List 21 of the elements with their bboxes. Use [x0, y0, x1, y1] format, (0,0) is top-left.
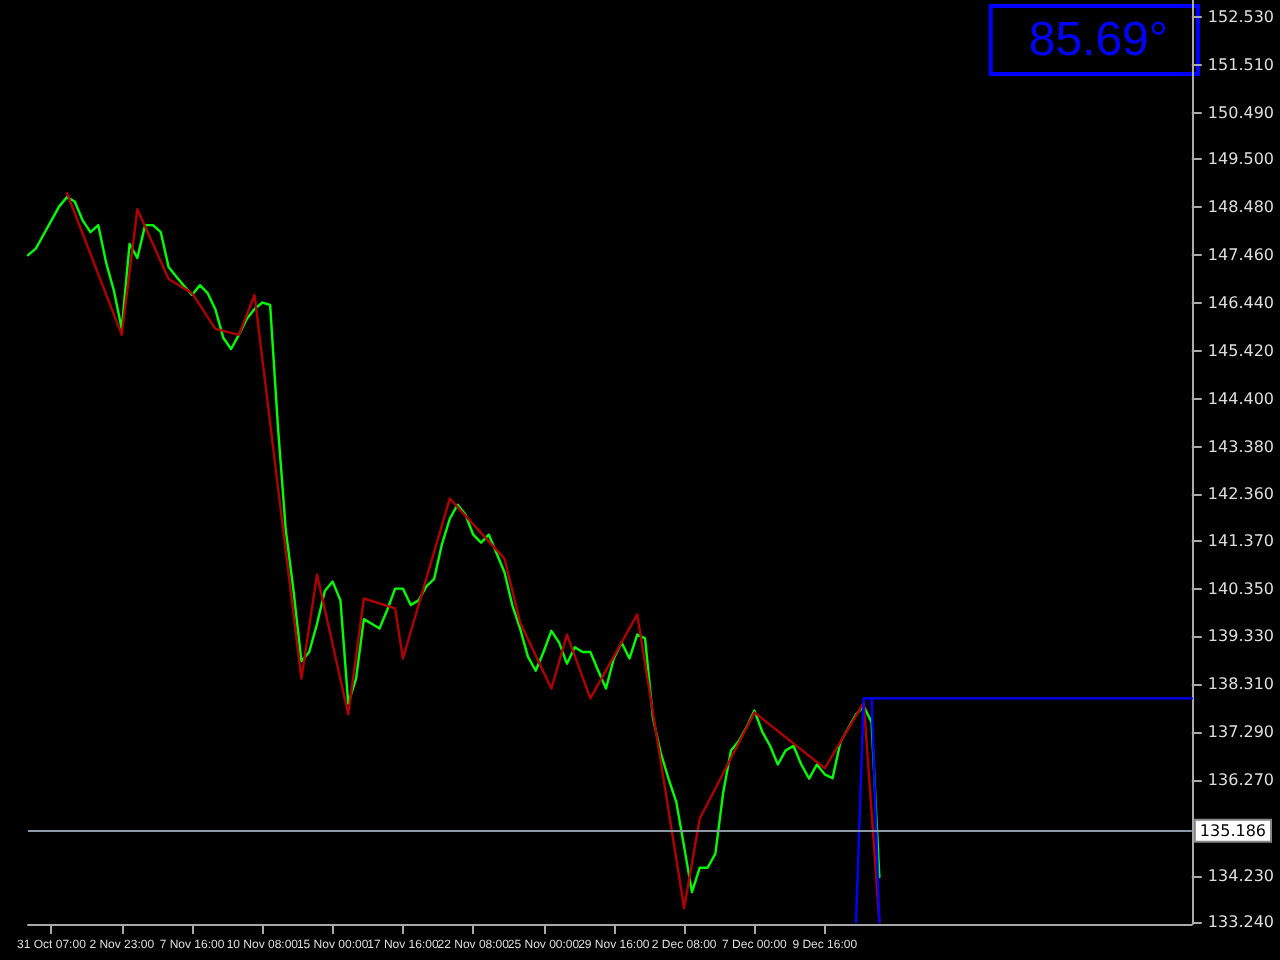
y-tick-label: 150.490 [1207, 104, 1275, 123]
y-tick-label: 133.240 [1207, 913, 1275, 932]
y-tick-label: 136.270 [1207, 771, 1275, 790]
y-tick-label: 137.290 [1207, 723, 1275, 742]
y-tick-label: 152.530 [1207, 8, 1275, 27]
y-tick-label: 145.420 [1207, 341, 1275, 360]
y-tick-label: 143.380 [1207, 437, 1275, 456]
y-tick-label: 139.330 [1207, 627, 1275, 646]
y-tick-label: 141.370 [1207, 531, 1275, 550]
y-tick-label: 134.230 [1207, 866, 1275, 885]
y-tick-label: 138.310 [1207, 675, 1275, 694]
ref-line-label: 135.186 [1199, 821, 1267, 840]
y-tick-label: 144.400 [1207, 389, 1275, 408]
y-tick-label: 149.500 [1207, 150, 1275, 169]
annotation: 85.69° [1028, 13, 1168, 67]
y-tick-label: 151.510 [1207, 56, 1275, 75]
y-tick-label: 140.350 [1207, 579, 1275, 598]
y-tick-label: 142.360 [1207, 485, 1275, 504]
y-tick-label: 147.460 [1207, 246, 1275, 265]
y-tick-label: 146.440 [1207, 294, 1275, 312]
y-tick-label: 148.480 [1207, 198, 1275, 217]
